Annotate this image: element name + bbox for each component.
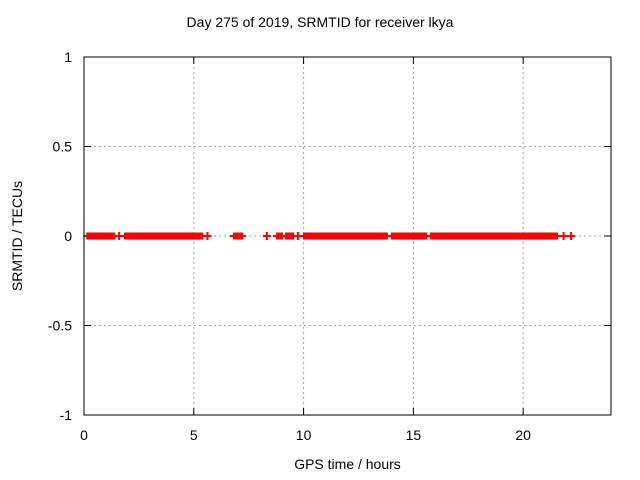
y-tick-label: 0 (64, 228, 72, 244)
data-segment (302, 232, 388, 240)
data-segment (86, 232, 115, 240)
x-tick-label: 20 (515, 427, 531, 443)
data-point (570, 232, 573, 240)
x-tick-label: 15 (406, 427, 422, 443)
data-segment (430, 232, 559, 240)
y-tick-label: -0.5 (48, 318, 72, 334)
y-tick-label: 0.5 (53, 139, 73, 155)
data-segment (390, 232, 427, 240)
y-tick-label: 1 (64, 49, 72, 65)
data-segment (284, 232, 295, 240)
data-point (118, 232, 121, 240)
data-segment (232, 232, 243, 240)
x-tick-label: 5 (190, 427, 198, 443)
data-point (265, 232, 268, 240)
plot-border (83, 56, 612, 416)
data-point (562, 232, 565, 240)
x-tick-label: 10 (296, 427, 312, 443)
data-point (296, 232, 299, 240)
x-axis-label: GPS time / hours (294, 456, 401, 472)
x-tick-label: 0 (80, 427, 88, 443)
data-point (206, 232, 209, 240)
y-tick-label: -1 (60, 407, 73, 423)
data-segment (123, 232, 204, 240)
data-segment (275, 232, 283, 240)
chart-title: Day 275 of 2019, SRMTID for receiver lky… (186, 14, 454, 30)
